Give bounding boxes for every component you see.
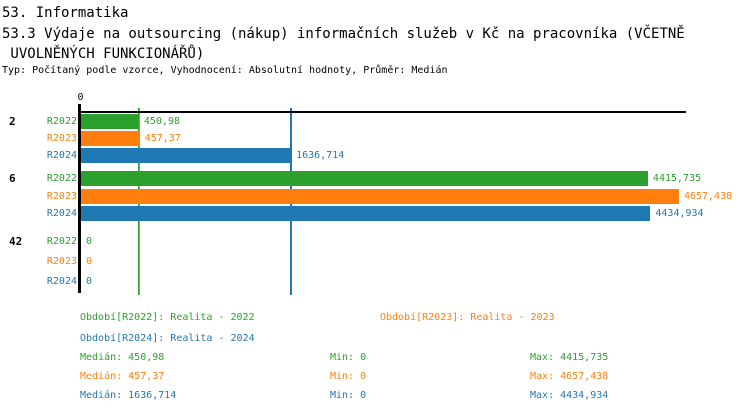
group-tick-label: 2 bbox=[9, 114, 16, 128]
bar-value-label: 4657,438 bbox=[683, 190, 733, 202]
legend-r2024: Období[R2024]: Realita - 2024 bbox=[80, 333, 255, 344]
bar-r2023-group-2 bbox=[81, 131, 140, 146]
series-tick-label-r2024: R2024 bbox=[46, 208, 77, 219]
series-tick-label-r2024: R2024 bbox=[46, 150, 77, 161]
bar-value-label: 1636,714 bbox=[296, 150, 345, 161]
series-tick-label-r2023: R2023 bbox=[46, 256, 77, 267]
bar-r2022-group-2 bbox=[81, 114, 139, 129]
stat-max-r2023: Max: 4657,438 bbox=[530, 371, 609, 382]
bar-value-label: 0 bbox=[86, 236, 93, 247]
legend-r2022: Období[R2022]: Realita - 2022 bbox=[80, 312, 255, 323]
stat-max-r2022: Max: 4415,735 bbox=[530, 352, 609, 363]
bar-r2024-group-6 bbox=[81, 206, 651, 221]
bar-r2022-group-6 bbox=[81, 171, 648, 186]
bar-value-label: 450,98 bbox=[143, 116, 181, 127]
series-tick-label-r2023: R2023 bbox=[46, 190, 77, 202]
bar-value-label: 4434,934 bbox=[655, 208, 704, 219]
x-axis-tick-label-0: 0 bbox=[77, 92, 84, 103]
bar-value-label: 4415,735 bbox=[652, 173, 702, 184]
stat-max-r2024: Max: 4434,934 bbox=[530, 390, 609, 401]
stat-min-r2023: Min: 0 bbox=[330, 371, 367, 382]
series-tick-label-r2022: R2022 bbox=[46, 173, 77, 184]
group-tick-label: 42 bbox=[9, 234, 23, 248]
stat-min-r2024: Min: 0 bbox=[330, 390, 367, 401]
page-title: 53. Informatika bbox=[2, 5, 129, 21]
group-tick-label: 6 bbox=[9, 171, 16, 185]
stat-median-r2024: Medián: 1636,714 bbox=[80, 390, 177, 401]
indicator-subtitle-line2: UVOLNĚNÝCH FUNKCIONÁŘŮ) bbox=[2, 46, 205, 62]
stat-median-r2022: Medián: 450,98 bbox=[80, 352, 165, 363]
bar-r2024-group-2 bbox=[81, 148, 292, 163]
bar-value-label: 457,37 bbox=[144, 133, 181, 144]
stat-min-r2022: Min: 0 bbox=[330, 352, 367, 363]
indicator-subtitle-line1: 53.3 Výdaje na outsourcing (nákup) infor… bbox=[2, 26, 685, 42]
legend-r2023: Období[R2023]: Realita - 2023 bbox=[380, 312, 555, 323]
series-tick-label-r2022: R2022 bbox=[46, 116, 77, 127]
bar-value-label: 0 bbox=[86, 275, 93, 287]
series-tick-label-r2023: R2023 bbox=[46, 133, 77, 144]
indicator-meta: Typ: Počítaný podle vzorce, Vyhodnocení:… bbox=[2, 65, 448, 76]
bar-value-label: 0 bbox=[86, 256, 93, 267]
y-axis-line bbox=[78, 104, 81, 293]
bar-r2023-group-6 bbox=[81, 188, 679, 204]
series-tick-label-r2024: R2024 bbox=[46, 275, 77, 287]
stat-median-r2023: Medián: 457,37 bbox=[80, 371, 165, 382]
x-axis-line bbox=[80, 111, 686, 113]
series-tick-label-r2022: R2022 bbox=[46, 236, 77, 247]
